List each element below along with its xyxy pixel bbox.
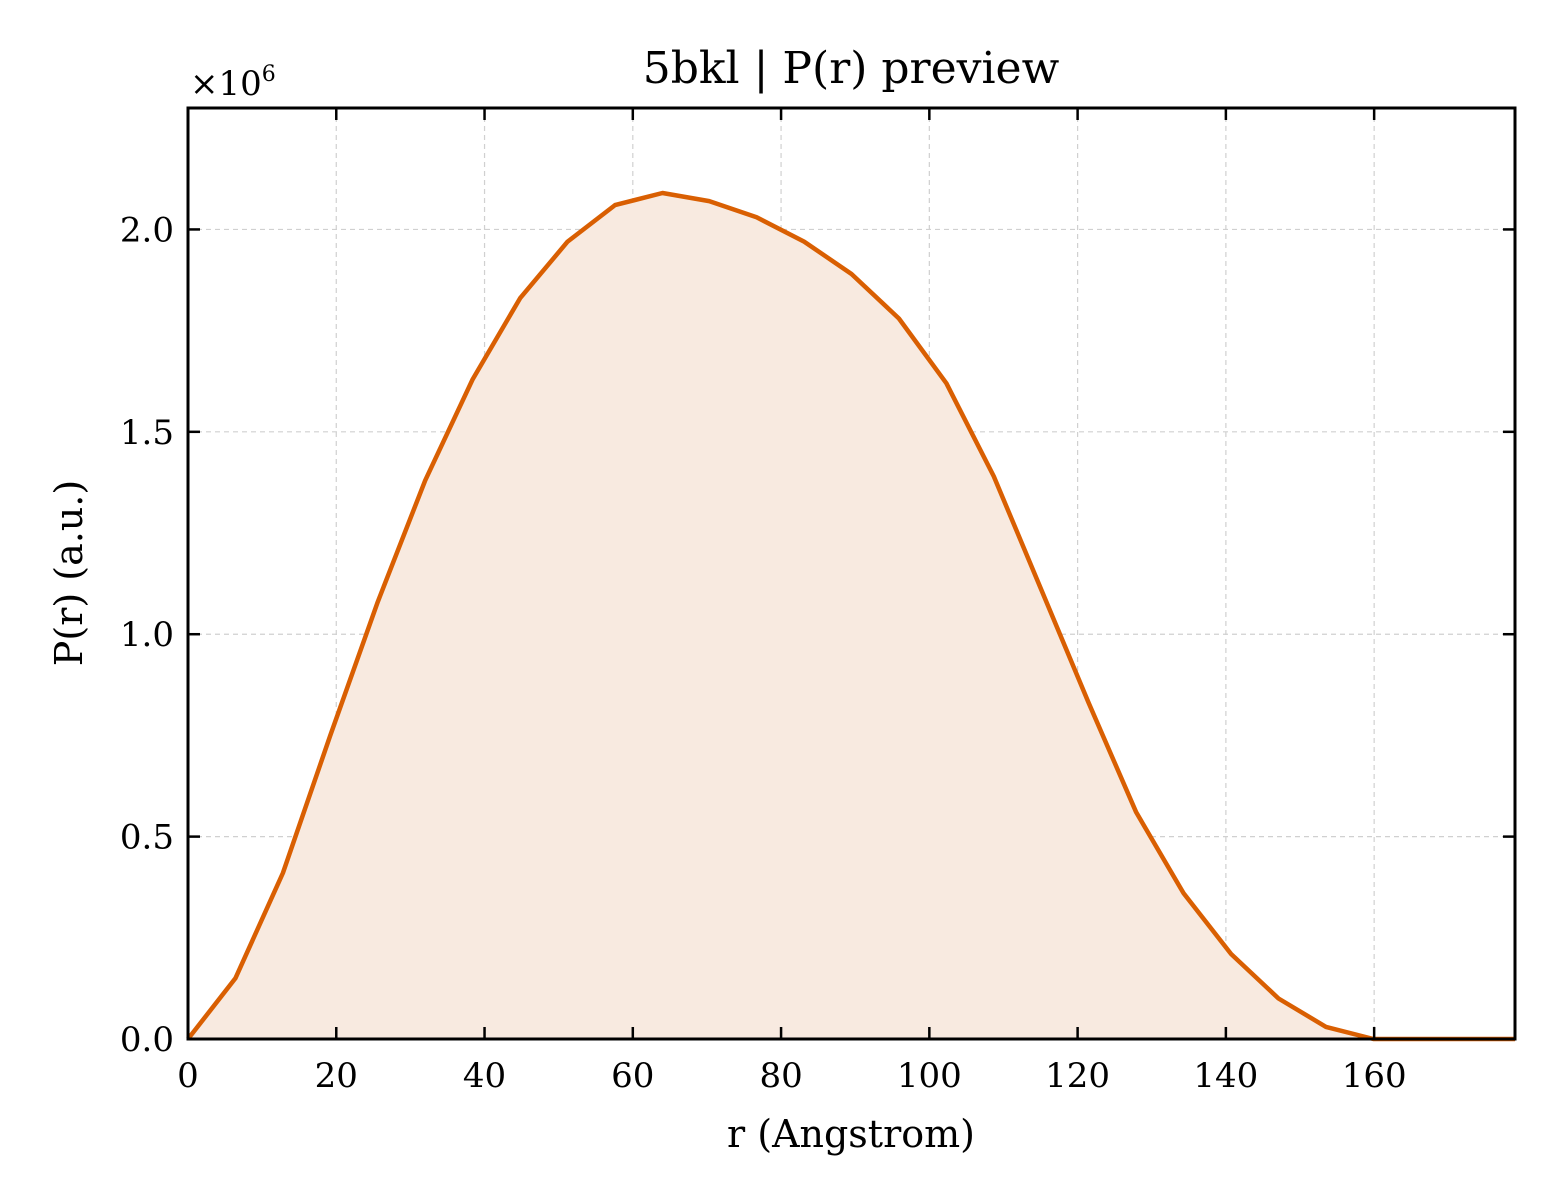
x-tick-label: 100 bbox=[897, 1056, 962, 1096]
y-tick-label: 0.5 bbox=[120, 818, 174, 858]
x-tick-label: 60 bbox=[611, 1056, 654, 1096]
multiplier-base: ×10 bbox=[190, 64, 262, 104]
y-axis-label: P(r) (a.u.) bbox=[47, 480, 91, 666]
x-tick-label: 160 bbox=[1342, 1056, 1407, 1096]
pr-area-fill bbox=[188, 193, 1515, 1039]
y-tick-label: 1.0 bbox=[120, 615, 174, 655]
x-tick-label: 40 bbox=[463, 1056, 506, 1096]
x-tick-label: 140 bbox=[1193, 1056, 1258, 1096]
y-tick-label: 2.0 bbox=[120, 210, 174, 250]
x-tick-label: 80 bbox=[759, 1056, 802, 1096]
x-axis-label: r (Angstrom) bbox=[727, 1112, 975, 1156]
chart-title: 5bkl | P(r) preview bbox=[643, 43, 1060, 94]
x-tick-label: 120 bbox=[1045, 1056, 1110, 1096]
y-axis-multiplier: ×106 bbox=[190, 62, 276, 104]
axis-ticks bbox=[186, 108, 1515, 1041]
plot-frame bbox=[186, 106, 1517, 1041]
x-tick-label: 20 bbox=[315, 1056, 358, 1096]
multiplier-exponent: 6 bbox=[262, 62, 276, 87]
y-tick-label: 0.0 bbox=[120, 1020, 174, 1060]
x-tick-label: 0 bbox=[177, 1056, 199, 1096]
y-tick-label: 1.5 bbox=[120, 413, 174, 453]
pr-series-line bbox=[186, 190, 1515, 1042]
